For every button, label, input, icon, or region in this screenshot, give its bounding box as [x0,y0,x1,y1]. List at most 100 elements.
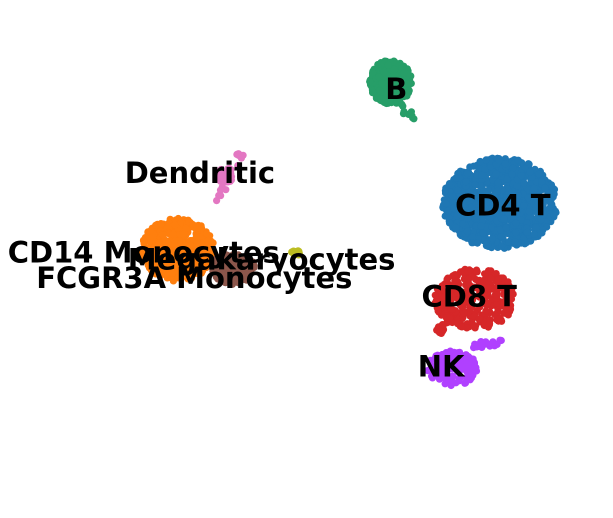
point [213,260,221,268]
point [502,224,510,232]
point [452,224,460,232]
point [493,284,501,292]
point [155,259,163,267]
point [236,252,244,260]
point [170,240,178,248]
point [139,249,147,257]
point [493,200,501,208]
point [222,178,230,186]
point [431,291,439,299]
point [403,80,411,88]
point [147,266,155,274]
point [517,216,525,224]
point [507,189,516,197]
point [387,83,395,92]
point [504,278,512,286]
point [520,179,528,187]
point [398,100,406,108]
point [487,274,495,282]
point [438,282,446,290]
point [390,65,398,74]
point [191,268,199,276]
point [366,78,374,86]
point [480,295,489,303]
cluster-label-fcgr3a-monocytes: FCGR3A Monocytes [36,261,352,295]
point [514,192,523,200]
point [541,184,549,192]
point [384,61,392,69]
point [471,181,479,189]
point [242,276,250,284]
point [229,251,237,259]
point [473,266,481,274]
cluster-label-nk: NK [418,350,466,384]
point [225,257,233,265]
point [475,315,483,323]
point [491,311,499,319]
point [493,340,501,348]
point [472,200,481,208]
point [481,165,489,173]
point [216,186,225,194]
point [514,156,522,164]
point [205,244,213,252]
point [473,214,481,222]
point [464,267,472,275]
point [473,343,481,351]
point [502,305,510,313]
point [369,69,377,77]
point [182,224,190,232]
point [470,209,478,217]
point [206,252,214,260]
point [292,247,300,256]
point [176,263,184,271]
point [526,168,534,176]
point [428,374,437,382]
point [501,160,510,168]
point [451,271,459,279]
point [443,275,451,283]
point [217,165,225,174]
cluster-dendritic-points [213,150,247,205]
point [455,355,463,364]
point [214,271,222,279]
cluster-label-megakaryocytes: Megakaryocytes [128,242,396,276]
point [512,219,520,227]
point [156,272,165,280]
point [457,362,465,370]
cluster-label-cd4-t: CD4 T [455,189,551,223]
point [186,241,194,249]
point [441,187,449,195]
point [511,238,519,246]
point [454,349,462,357]
point [179,244,187,252]
point [477,222,485,230]
point [460,309,468,317]
point [168,269,176,277]
point [493,292,501,300]
point [378,79,386,87]
point [533,195,541,203]
point [507,295,516,303]
point [496,314,504,323]
cluster-label-dendritic: Dendritic [125,156,275,190]
point [380,98,388,107]
point [514,198,522,206]
point [448,305,456,313]
cluster-cd14-monocytes-points [137,214,217,285]
point [445,180,454,188]
point [463,169,471,178]
point [463,324,471,332]
point [189,220,197,229]
point [535,170,543,178]
point [159,265,167,273]
point [454,296,462,304]
point [146,227,154,235]
point [468,358,476,366]
point [448,286,456,294]
point [466,287,475,295]
point [498,242,506,250]
point [441,374,449,382]
point [151,242,159,251]
point [453,212,461,220]
